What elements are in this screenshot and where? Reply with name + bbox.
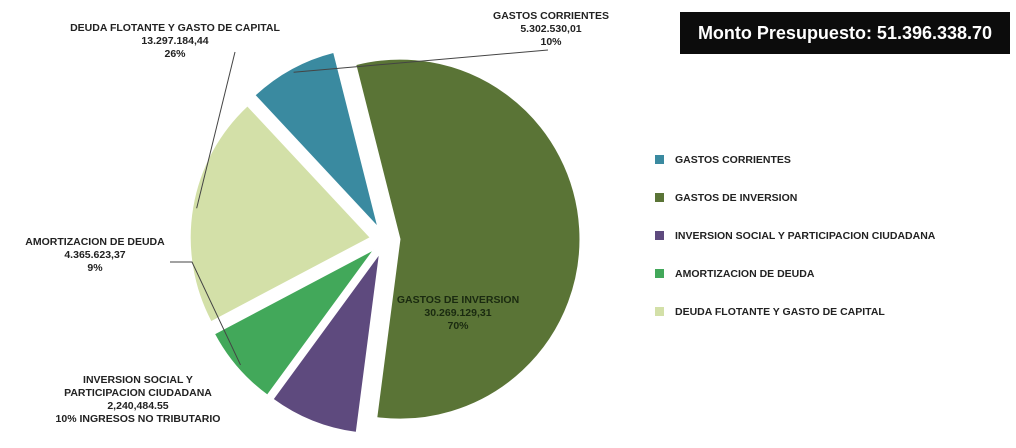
slice-label-amortizacion-deuda: AMORTIZACION DE DEUDA 4.365.623,37 9% <box>5 236 185 275</box>
legend-label: DEUDA FLOTANTE Y GASTO DE CAPITAL <box>675 305 885 318</box>
slice-label-gastos-inversion: GASTOS DE INVERSION 30.269.129,31 70% <box>373 294 543 333</box>
legend-label: INVERSION SOCIAL Y PARTICIPACION CIUDADA… <box>675 229 936 242</box>
legend-label: GASTOS CORRIENTES <box>675 153 791 166</box>
slice-percent-label: 70% <box>447 320 469 332</box>
slice-percent-label: 10% <box>540 36 562 48</box>
slice-label-deuda-flotante: DEUDA FLOTANTE Y GASTO DE CAPITAL 13.297… <box>45 22 305 61</box>
pie-slice-deuda-flotante <box>189 105 372 323</box>
slice-label-inversion-social: INVERSION SOCIAL Y PARTICIPACION CIUDADA… <box>28 374 248 426</box>
legend-swatch <box>655 269 664 278</box>
slice-value-label: 2,240,484.55 <box>107 400 169 412</box>
budget-total-banner: Monto Presupuesto: 51.396.338.70 <box>680 12 1010 54</box>
legend-swatch <box>655 155 664 164</box>
pie-slice-inversion-social <box>272 253 380 433</box>
slice-percent-label: 26% <box>164 48 186 60</box>
slice-value-label: 30.269.129,31 <box>424 307 492 319</box>
slice-label-line: INVERSION SOCIAL Y <box>83 374 193 386</box>
slice-label-line: PARTICIPACION CIUDADANA <box>64 387 212 399</box>
slice-label-line: GASTOS CORRIENTES <box>493 10 609 22</box>
slice-percent-label: 9% <box>87 262 103 274</box>
slice-label-gastos-corrientes: GASTOS CORRIENTES 5.302.530,01 10% <box>476 10 626 49</box>
legend-swatch <box>655 231 664 240</box>
slice-value-label: 13.297.184,44 <box>141 35 209 47</box>
slice-percent-label: 10% INGRESOS NO TRIBUTARIO <box>55 413 221 425</box>
legend-label: GASTOS DE INVERSION <box>675 191 798 204</box>
legend-label: AMORTIZACION DE DEUDA <box>675 267 815 280</box>
legend-swatch <box>655 193 664 202</box>
slice-label-line: AMORTIZACION DE DEUDA <box>25 236 165 248</box>
legend-item-inversion-social: INVERSION SOCIAL Y PARTICIPACION CIUDADA… <box>655 226 1010 245</box>
legend-swatch <box>655 307 664 316</box>
leader-line-gastos-corrientes <box>293 49 549 73</box>
pie-slice-amortizacion-deuda <box>213 249 375 396</box>
leader-line-amortizacion-deuda <box>170 261 241 366</box>
pie-slice-gastos-inversion <box>355 58 581 420</box>
pie-slice-gastos-corrientes <box>254 51 379 228</box>
legend-item-amortizacion-deuda: AMORTIZACION DE DEUDA <box>655 264 1010 283</box>
slice-label-line: DEUDA FLOTANTE Y GASTO DE CAPITAL <box>70 22 280 34</box>
leader-line-deuda-flotante <box>196 51 236 209</box>
legend-item-gastos-inversion: GASTOS DE INVERSION <box>655 188 1010 207</box>
legend-item-deuda-flotante: DEUDA FLOTANTE Y GASTO DE CAPITAL <box>655 302 1010 321</box>
slice-label-line: GASTOS DE INVERSION <box>396 294 520 306</box>
legend-item-gastos-corrientes: GASTOS CORRIENTES <box>655 150 1010 169</box>
chart-legend: GASTOS CORRIENTES GASTOS DE INVERSION IN… <box>655 150 1010 340</box>
slice-value-label: 5.302.530,01 <box>520 23 582 35</box>
slice-value-label: 4.365.623,37 <box>64 249 126 261</box>
